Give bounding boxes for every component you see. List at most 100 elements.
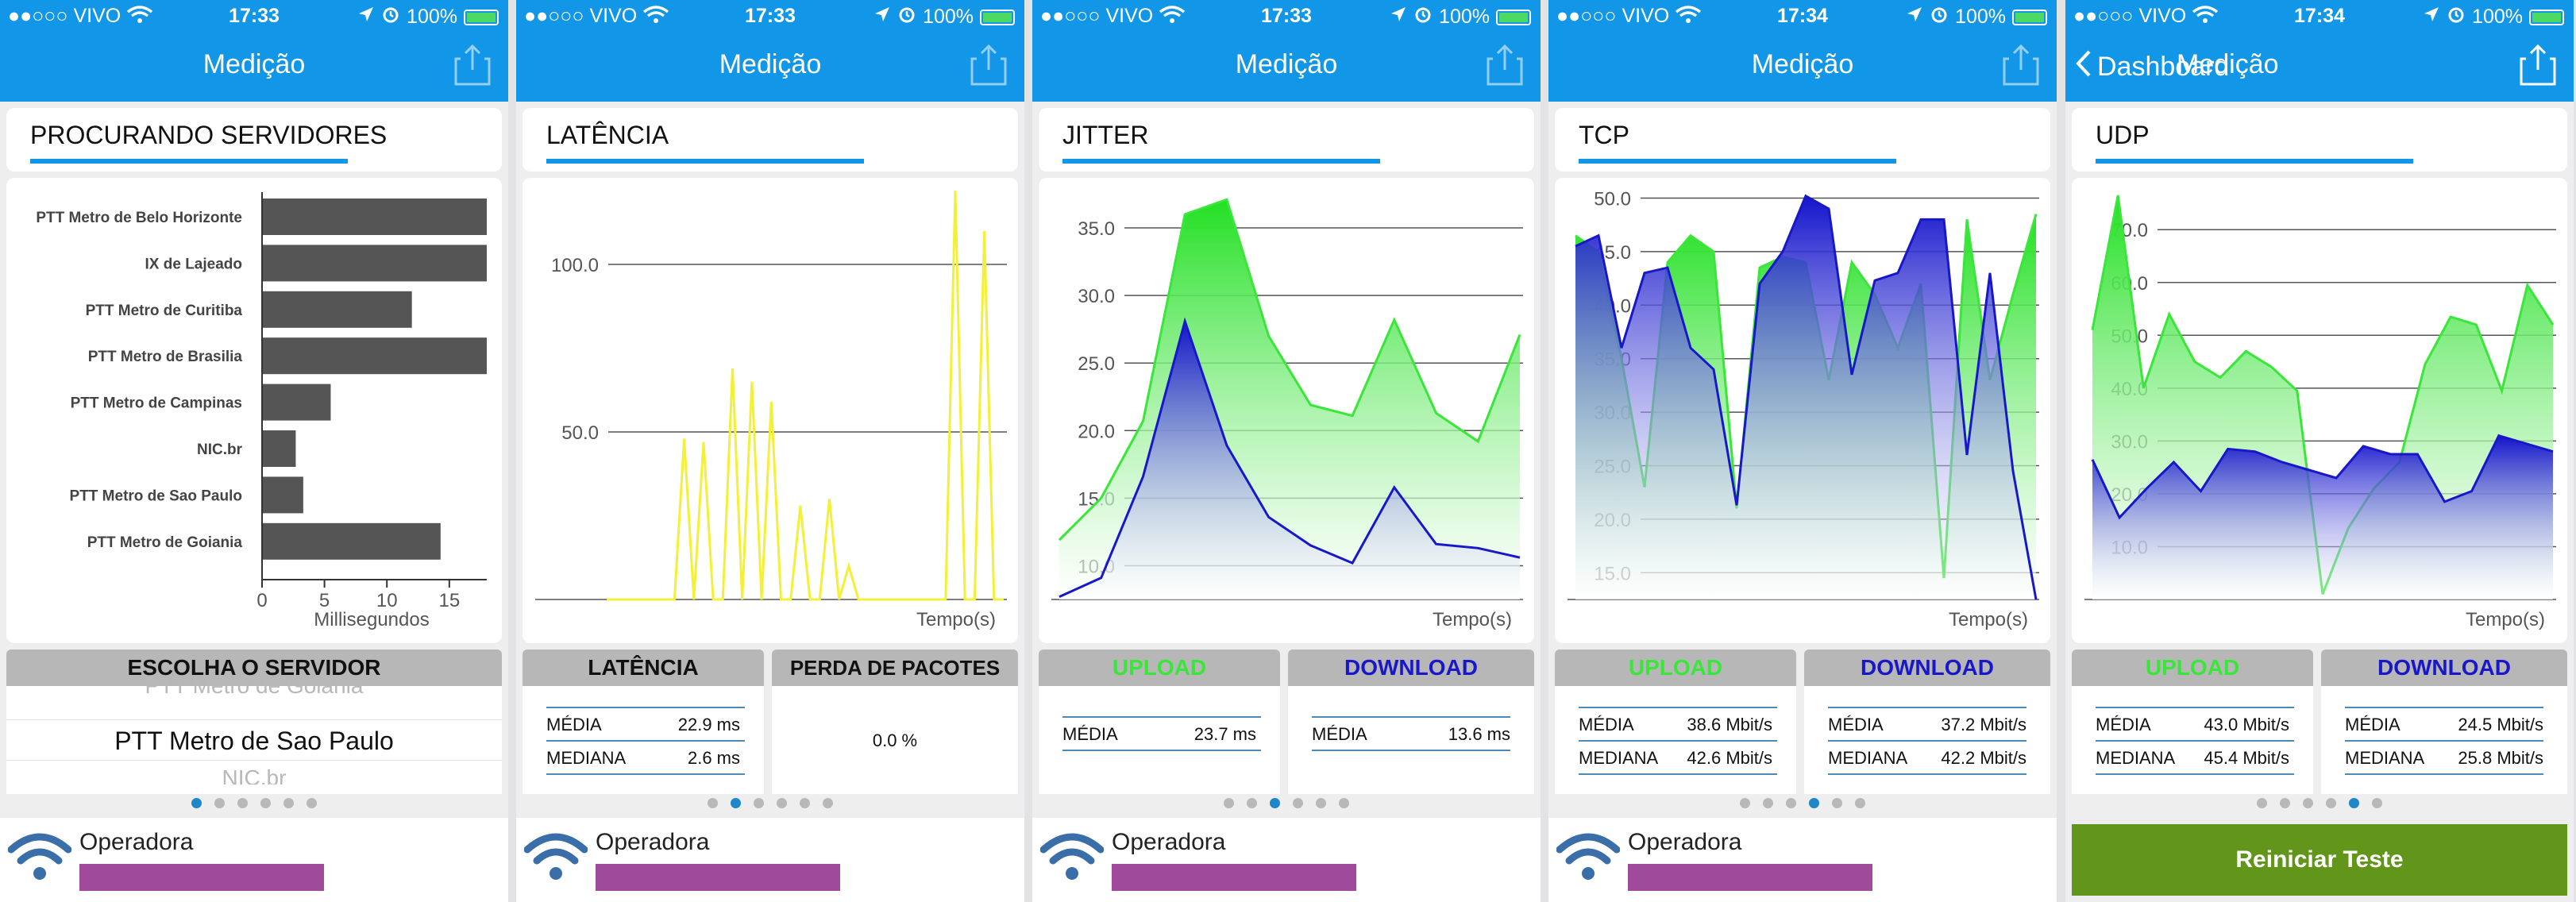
- page-dot[interactable]: [260, 798, 271, 808]
- battery-icon: [464, 9, 499, 25]
- stat-value: 42.6 Mbit/s: [1687, 748, 1772, 768]
- share-icon[interactable]: [2003, 43, 2039, 86]
- stats-header: UPLOAD: [1039, 650, 1280, 686]
- download-line: [2091, 434, 2554, 520]
- picker-option[interactable]: NIC.br: [222, 765, 287, 784]
- page-dot[interactable]: [2326, 798, 2336, 808]
- page-dot[interactable]: [283, 798, 294, 808]
- chart-card: 50.0 100.0 Tempo(s): [523, 178, 1018, 643]
- page-title: Medição: [202, 49, 306, 79]
- page-dot[interactable]: [1293, 798, 1303, 808]
- carrier-label: Operadora: [1628, 829, 1742, 855]
- y-tick-label: 35.0: [1078, 218, 1115, 240]
- bar: [262, 430, 296, 467]
- divider: [2096, 740, 2294, 742]
- page-dot[interactable]: [1855, 798, 1865, 808]
- section-title-card: TCP: [1555, 108, 2050, 172]
- download-line: [1059, 317, 1521, 598]
- x-tick-label: 5: [319, 590, 330, 611]
- x-axis-label: Tempo(s): [916, 609, 996, 630]
- x-tick-label: 15: [438, 590, 460, 611]
- page-indicator[interactable]: [516, 798, 1024, 811]
- page-dot[interactable]: [1832, 798, 1842, 808]
- stat-value: 23.7 ms: [1194, 724, 1256, 744]
- page-title: Medição: [719, 49, 822, 79]
- stat-label: MÉDIA: [1062, 724, 1118, 744]
- back-label: Dashboard: [2097, 52, 2230, 82]
- battery-icon: [2012, 9, 2047, 25]
- page-dot[interactable]: [1247, 798, 1257, 808]
- page-dot[interactable]: [2303, 798, 2313, 808]
- page-dot[interactable]: [777, 798, 787, 808]
- share-icon[interactable]: [454, 43, 491, 86]
- share-icon[interactable]: [970, 43, 1007, 86]
- page-dot[interactable]: [1339, 798, 1349, 808]
- share-icon[interactable]: [1487, 43, 1523, 86]
- page-dot[interactable]: [1270, 798, 1280, 808]
- battery-percent: 100%: [1439, 6, 1490, 28]
- page-dot[interactable]: [800, 798, 810, 808]
- stat-label: MÉDIA: [2345, 715, 2401, 734]
- back-button[interactable]: Dashboard: [2075, 49, 2229, 85]
- carrier-panel: Operadora: [1032, 818, 1541, 902]
- server-picker[interactable]: PTT Metro de Goiania PTT Metro de Sao Pau…: [6, 673, 502, 794]
- page-dot[interactable]: [2280, 798, 2290, 808]
- divider: [1062, 750, 1261, 751]
- stats-box: MÉDIA 23.7 ms: [1039, 686, 1280, 794]
- page-dot[interactable]: [2349, 798, 2359, 808]
- wifi-icon: [2192, 6, 2219, 29]
- chart-card: PTT Metro de Belo Horizonte IX de Lajeado…: [6, 178, 502, 643]
- section-title: LATÊNCIA: [546, 121, 669, 149]
- status-bar: ●●○○○ VIVO 17:33 100%: [516, 0, 1024, 32]
- page-dot[interactable]: [708, 798, 718, 808]
- picker-selected[interactable]: PTT Metro de Sao Paulo: [6, 719, 502, 761]
- restart-test-button[interactable]: Reiniciar Teste: [2072, 824, 2567, 896]
- page-dot[interactable]: [2257, 798, 2267, 808]
- page-dot[interactable]: [237, 798, 248, 808]
- status-right: 100%: [357, 5, 499, 29]
- battery-icon: [1496, 9, 1531, 25]
- page-dot[interactable]: [731, 798, 741, 808]
- page-dot[interactable]: [1316, 798, 1326, 808]
- page-indicator[interactable]: [0, 798, 508, 811]
- divider: [546, 740, 745, 742]
- carrier-label: ●●○○○ VIVO: [8, 5, 153, 29]
- page-indicator[interactable]: [1032, 798, 1541, 811]
- location-arrow-icon: [1390, 6, 1407, 29]
- stat-value: 45.4 Mbit/s: [2204, 748, 2289, 768]
- page-dot[interactable]: [214, 798, 225, 808]
- picker-option[interactable]: PTT Metro de Goiania: [145, 673, 364, 698]
- stat-value: 42.2 Mbit/s: [1941, 748, 2026, 768]
- page-dot[interactable]: [1763, 798, 1773, 808]
- page-dot[interactable]: [1224, 798, 1234, 808]
- share-icon[interactable]: [2520, 43, 2556, 86]
- wifi-icon: [1039, 829, 1105, 889]
- stats-box: MÉDIA 13.6 ms: [1288, 686, 1534, 794]
- page-dot[interactable]: [823, 798, 833, 808]
- stats-header: LATÊNCIA: [523, 650, 764, 686]
- divider: [2345, 707, 2543, 708]
- page-dot[interactable]: [307, 798, 317, 808]
- page-indicator[interactable]: [1548, 798, 2057, 811]
- alarm-icon: [897, 5, 916, 29]
- battery-percent: 100%: [407, 6, 457, 28]
- stat-label: MEDIANA: [1828, 748, 1908, 768]
- page-indicator[interactable]: [2065, 798, 2574, 811]
- carrier-label: ●●○○○ VIVO: [1040, 5, 1186, 29]
- page-dot[interactable]: [2372, 798, 2382, 808]
- page-dot[interactable]: [1786, 798, 1796, 808]
- page-dot[interactable]: [1740, 798, 1750, 808]
- page-dot[interactable]: [754, 798, 764, 808]
- nav-bar: Medição: [1548, 32, 2057, 102]
- page-title: Medição: [2177, 49, 2279, 79]
- clock: 17:34: [1777, 5, 1828, 27]
- download-area: [2092, 435, 2553, 599]
- page-dot[interactable]: [1809, 798, 1819, 808]
- stat-label: MÉDIA: [2096, 715, 2151, 734]
- wifi-icon: [642, 6, 669, 29]
- servers-bar-chart: PTT Metro de Belo Horizonte IX de Lajeado…: [36, 192, 487, 630]
- page-dot[interactable]: [191, 798, 202, 808]
- bar: [262, 476, 303, 514]
